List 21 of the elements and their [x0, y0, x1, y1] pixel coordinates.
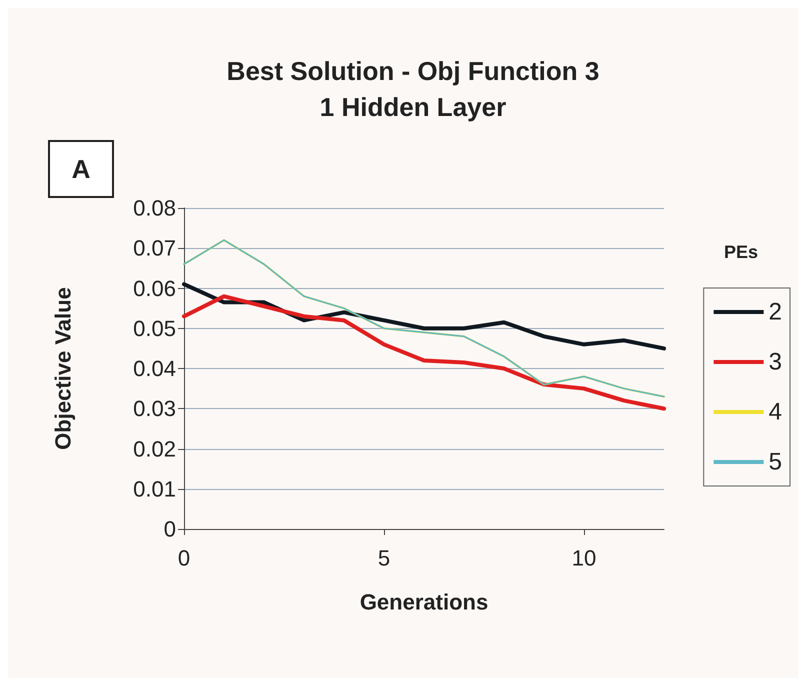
y-axis-title: Objective Value: [50, 287, 76, 450]
x-axis-title: Generations: [360, 590, 488, 614]
x-tick-label: 5: [378, 546, 390, 570]
legend-label: 5: [768, 448, 782, 476]
legend-title: PEs: [724, 242, 758, 262]
y-tick-label: 0.04: [133, 356, 176, 381]
x-tick-label: 10: [572, 546, 596, 570]
y-tick-label: 0.05: [133, 316, 176, 341]
text: A: [72, 154, 91, 184]
line-series: [182, 294, 666, 411]
y-tick-label: 0.03: [133, 396, 176, 422]
y-tick-label: 0.07: [133, 236, 176, 261]
y-tick-label: 0.06: [133, 276, 176, 301]
y-tick-label: 0.01: [133, 476, 176, 502]
y-tick-label: 0.08: [133, 196, 176, 220]
legend-label: 4: [768, 398, 782, 426]
chart-title: Best Solution - Obj Function 3 1 Hidden Layer: [226, 56, 600, 122]
legend-label: 3: [768, 348, 782, 376]
y-tick-label: 0.02: [133, 436, 176, 462]
y-tick-label: 0: [164, 516, 176, 542]
legend-label: 2: [768, 298, 782, 326]
